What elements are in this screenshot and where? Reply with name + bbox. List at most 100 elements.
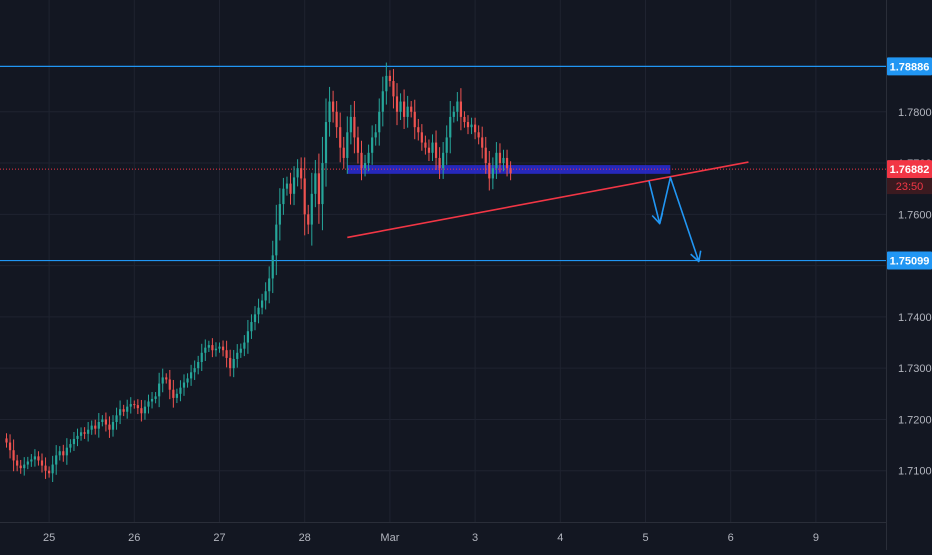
price-labels: 1.78886 1.75099 1.76882 23:50 xyxy=(887,57,932,270)
candle-body xyxy=(332,101,335,112)
candle-body xyxy=(179,387,182,394)
countdown-bg xyxy=(887,178,932,195)
candle-body xyxy=(207,345,210,348)
candle-body xyxy=(136,405,139,409)
support-zone xyxy=(347,165,671,174)
candle-body xyxy=(495,152,498,169)
candle-body xyxy=(126,406,129,412)
candle-body xyxy=(481,137,484,148)
candle-body xyxy=(452,111,455,117)
candle-body xyxy=(246,331,249,343)
candle-body xyxy=(97,422,100,429)
candle-body xyxy=(381,91,384,112)
y-tick-label: 1.78000 xyxy=(898,107,932,119)
candle-body xyxy=(491,168,494,179)
x-tick-label: 25 xyxy=(43,532,55,544)
candle-body xyxy=(111,422,115,430)
candle-body xyxy=(193,368,196,373)
candle-body xyxy=(232,358,235,369)
candle-body xyxy=(175,393,178,398)
candle-body xyxy=(253,314,257,323)
y-tick-label: 1.76000 xyxy=(898,209,932,221)
candle-body xyxy=(303,178,306,215)
candle-body xyxy=(314,173,317,194)
candle-body xyxy=(388,75,391,82)
trendline[interactable] xyxy=(347,161,749,239)
level-price-label: 1.75099 xyxy=(890,256,930,268)
candle-body xyxy=(115,415,118,423)
candle-body xyxy=(275,224,278,256)
candle-body xyxy=(8,442,12,451)
candle-body xyxy=(324,122,328,164)
candle-body xyxy=(307,214,310,225)
candle-body xyxy=(16,460,19,466)
candle-body xyxy=(438,157,441,169)
candle-body xyxy=(310,193,313,225)
candle-body xyxy=(335,111,338,128)
horizontal-levels[interactable] xyxy=(0,65,886,262)
candle-body xyxy=(296,168,299,178)
candle-body xyxy=(225,350,228,358)
projection-arrowhead xyxy=(651,212,664,225)
candle-body xyxy=(87,429,90,434)
y-tick-label: 1.71000 xyxy=(898,466,932,478)
time-axis[interactable]: 25 26 27 28 Mar 3 4 5 6 9 xyxy=(43,532,819,544)
candle-body xyxy=(285,183,289,189)
candle-body xyxy=(449,116,452,138)
candle-body xyxy=(463,116,466,123)
candle-body xyxy=(349,116,352,133)
candle-body xyxy=(58,451,61,456)
candle-body xyxy=(342,147,345,158)
candle-body xyxy=(477,132,480,138)
candle-body xyxy=(442,152,445,169)
candle-body xyxy=(133,404,136,406)
level-price-label-bg xyxy=(887,57,932,76)
candle-body xyxy=(147,401,150,407)
y-tick-label: 1.72000 xyxy=(898,414,932,426)
candle-body xyxy=(69,444,72,448)
x-tick-label: 9 xyxy=(813,532,819,544)
candle-body xyxy=(19,465,22,469)
drawings[interactable] xyxy=(347,161,749,263)
x-tick-label: 3 xyxy=(472,532,478,544)
candle-body xyxy=(410,106,413,112)
candle-body xyxy=(346,132,349,158)
y-tick-label: 1.73000 xyxy=(898,363,932,375)
candles xyxy=(5,62,512,483)
candle-body xyxy=(182,382,186,388)
candle-body xyxy=(264,291,267,301)
candle-body xyxy=(406,106,409,117)
candle-body xyxy=(158,383,161,397)
candle-body xyxy=(268,278,271,292)
candle-body xyxy=(353,116,356,138)
candle-body xyxy=(129,404,132,407)
candle-body xyxy=(300,168,303,179)
candle-body xyxy=(23,464,26,469)
candle-body xyxy=(165,377,168,380)
candle-body xyxy=(399,101,402,112)
projection-path[interactable] xyxy=(648,176,700,262)
candle-body xyxy=(385,75,388,92)
candle-body xyxy=(459,101,462,117)
candle-body xyxy=(211,345,214,351)
candle-body xyxy=(243,342,246,349)
candle-body xyxy=(154,396,157,399)
candle-body xyxy=(143,406,147,414)
candle-body xyxy=(122,409,125,412)
current-price-label-bg xyxy=(887,160,932,179)
candle-body xyxy=(108,424,111,430)
candle-body xyxy=(257,307,260,315)
candle-body xyxy=(271,255,274,279)
candle-body xyxy=(261,300,264,308)
candle-body xyxy=(321,163,324,205)
candle-body xyxy=(509,168,512,174)
candle-body xyxy=(90,425,93,430)
candle-body xyxy=(378,111,381,133)
candle-body xyxy=(65,447,68,456)
candle-body xyxy=(371,137,374,153)
candle-body xyxy=(101,419,104,423)
candle-body xyxy=(367,152,370,164)
candle-body xyxy=(37,456,40,461)
